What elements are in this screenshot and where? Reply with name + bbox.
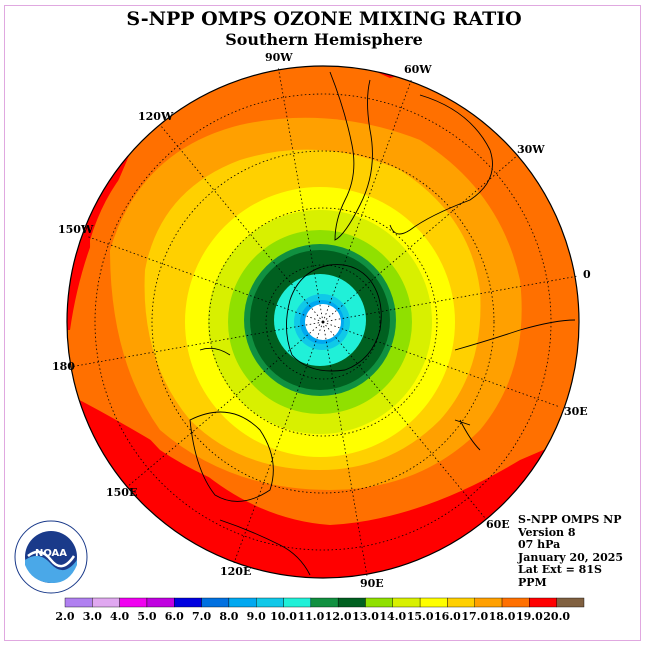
info-date: January 20, 2025 [518,550,624,564]
info-version: Version 8 [518,525,576,539]
lon-label-60e: 60E [486,518,510,531]
colorbar-tick-label: 12.0 [325,610,352,623]
colorbar-cell [119,597,148,608]
noaa-logo-text: NOAA [35,548,67,559]
colorbar-tick-label: 15.0 [407,610,434,623]
colorbar-cell [392,597,421,608]
coastlines [189,71,576,576]
colorbar-cell [310,597,339,608]
info-units: PPM [518,575,547,589]
colorbar-cell [256,597,284,608]
info-lat-ext: Lat Ext = 81S [518,563,602,577]
page-title: S-NPP OMPS OZONE MIXING RATIO [126,8,522,30]
colorbar-cell [64,597,93,608]
colorbar-tick-label: 20.0 [543,610,570,623]
colorbar-tick-label: 19.0 [516,610,543,623]
colorbar-cell [419,597,448,608]
map-boundary [66,65,580,579]
colorbar-tick-label: 5.0 [137,610,156,623]
colorbar-cell [337,597,366,608]
figure-frame [4,5,641,641]
colorbar-cell [556,597,585,608]
colorbar-cell [501,597,530,608]
colorbar-tick-label: 14.0 [379,610,406,623]
lon-label-180: 180 [52,360,75,373]
colorbar-cell [146,597,175,608]
lon-label-150w: 150W [58,223,94,236]
colorbar-cell [228,597,257,608]
colorbar-cell [92,597,120,608]
lon-label-120e: 120E [220,565,252,578]
colorbar-tick-label: 7.0 [192,610,211,623]
lon-label-30w: 30W [517,143,545,156]
colorbar-tick-label: 16.0 [434,610,461,623]
info-instrument: S-NPP OMPS NP [518,513,622,526]
colorbar-cell [174,597,202,608]
colorbar-tick-label: 4.0 [110,610,129,623]
colorbar-tick-label: 10.0 [270,610,297,623]
colorbar-tick-label: 13.0 [352,610,379,623]
colorbar-tick-label: 3.0 [83,610,102,623]
colorbar-cell [201,597,230,608]
info-panel: S-NPP OMPS NP Version 8 07 hPa January 2… [518,513,624,590]
graticule [69,65,579,577]
colorbar-tick-label: 18.0 [489,610,516,623]
lon-label-30e: 30E [564,405,588,418]
colorbar-tick-label: 8.0 [219,610,238,623]
colorbar-cell [474,597,503,608]
colorbar-cell [447,597,475,608]
noaa-logo: NOAA [14,520,88,594]
colorbar-cell [529,597,557,608]
colorbar-tick-label: 11.0 [297,610,324,623]
lon-label-150e: 150E [106,486,138,499]
page-subtitle: Southern Hemisphere [225,30,423,49]
colorbar-tick-label: 6.0 [165,610,184,623]
info-level: 07 hPa [518,538,561,552]
colorbar-tick-label: 17.0 [461,610,488,623]
lon-label-90w: 90W [265,51,293,64]
colorbar-cell [365,597,393,608]
lon-label-90e: 90E [360,577,384,590]
colorbar-cell [283,597,312,608]
lon-label-60w: 60W [404,63,432,76]
colorbar-tick-label: 9.0 [247,610,266,623]
lon-label-0: 0 [583,268,591,281]
lon-label-120w: 120W [138,110,174,123]
colorbar-tick-label: 2.0 [55,610,74,623]
